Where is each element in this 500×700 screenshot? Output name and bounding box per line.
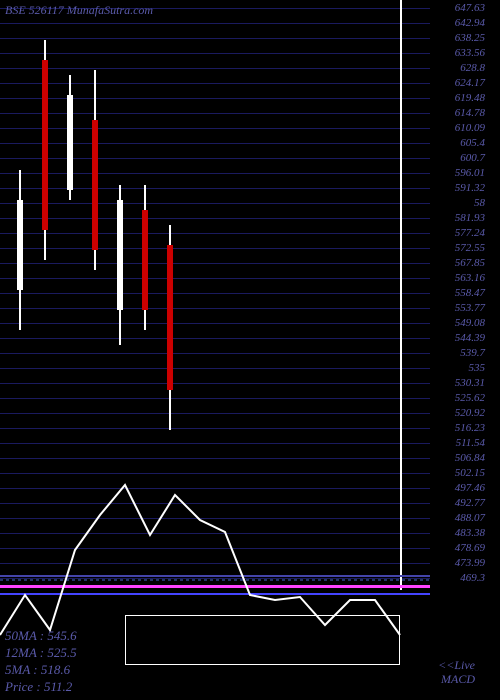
price-label: 596.01 bbox=[455, 167, 485, 179]
price-label: 539.7 bbox=[460, 347, 485, 359]
grid-line bbox=[0, 233, 430, 234]
price-label: 572.55 bbox=[455, 242, 485, 254]
grid-line bbox=[0, 428, 430, 429]
grid-line bbox=[0, 458, 430, 459]
grid-line bbox=[0, 353, 430, 354]
grid-line bbox=[0, 143, 430, 144]
grid-line bbox=[0, 263, 430, 264]
live-label: MACD bbox=[441, 672, 475, 687]
price-label: 633.56 bbox=[455, 47, 485, 59]
grid-line bbox=[0, 53, 430, 54]
price-label: 605.4 bbox=[460, 137, 485, 149]
price-label: 600.7 bbox=[460, 152, 485, 164]
chart-header: BSE 526117 MunafaSutra.com bbox=[5, 3, 153, 18]
price-label: 577.24 bbox=[455, 227, 485, 239]
live-label: <<Live bbox=[438, 658, 475, 673]
grid-line bbox=[0, 323, 430, 324]
grid-line bbox=[0, 113, 430, 114]
grid-line bbox=[0, 578, 430, 579]
info-text: Price : 511.2 bbox=[5, 679, 72, 695]
grid-line bbox=[0, 83, 430, 84]
price-label: 638.25 bbox=[455, 32, 485, 44]
grid-line bbox=[0, 443, 430, 444]
grid-line bbox=[0, 308, 430, 309]
price-label: 469.3 bbox=[460, 572, 485, 584]
indicator-overlay bbox=[0, 0, 500, 700]
grid-line bbox=[0, 563, 430, 564]
grid-line bbox=[0, 128, 430, 129]
info-text: 5MA : 518.6 bbox=[5, 662, 70, 678]
info-text: 50MA : 545.6 bbox=[5, 628, 77, 644]
grid-line bbox=[0, 338, 430, 339]
price-label: 614.78 bbox=[455, 107, 485, 119]
ma-line bbox=[0, 585, 430, 588]
ma-line bbox=[0, 593, 430, 595]
grid-line bbox=[0, 173, 430, 174]
current-time-line bbox=[400, 0, 402, 590]
price-label: 478.69 bbox=[455, 542, 485, 554]
grid-line bbox=[0, 383, 430, 384]
price-label: 558.47 bbox=[455, 287, 485, 299]
grid-line bbox=[0, 218, 430, 219]
price-label: 497.46 bbox=[455, 482, 485, 494]
chart-container: 647.63 642.94 638.25 633.56 628.8 624.17 619.4… bbox=[0, 0, 500, 700]
price-label: 530.31 bbox=[455, 377, 485, 389]
price-label: 506.84 bbox=[455, 452, 485, 464]
price-label: 544.39 bbox=[455, 332, 485, 344]
price-label: 525.62 bbox=[455, 392, 485, 404]
price-label: 624.17 bbox=[455, 77, 485, 89]
grid-line bbox=[0, 38, 430, 39]
grid-line bbox=[0, 158, 430, 159]
price-label: 511.54 bbox=[456, 437, 485, 449]
price-label: 563.16 bbox=[455, 272, 485, 284]
grid-line bbox=[0, 413, 430, 414]
grid-line bbox=[0, 488, 430, 489]
grid-line bbox=[0, 398, 430, 399]
grid-line bbox=[0, 533, 430, 534]
price-label: 549.08 bbox=[455, 317, 485, 329]
grid-line bbox=[0, 248, 430, 249]
price-label: 492.77 bbox=[455, 497, 485, 509]
price-label: 488.07 bbox=[455, 512, 485, 524]
grid-line bbox=[0, 188, 430, 189]
price-label: 553.77 bbox=[455, 302, 485, 314]
grid-line bbox=[0, 548, 430, 549]
grid-line bbox=[0, 293, 430, 294]
price-label: 516.23 bbox=[455, 422, 485, 434]
price-label: 473.99 bbox=[455, 557, 485, 569]
grid-line bbox=[0, 518, 430, 519]
indicator-box bbox=[125, 615, 400, 665]
grid-line bbox=[0, 278, 430, 279]
grid-line bbox=[0, 68, 430, 69]
grid-line bbox=[0, 203, 430, 204]
price-label: 628.8 bbox=[460, 62, 485, 74]
price-label: 58 bbox=[474, 197, 485, 209]
price-label: 591.32 bbox=[455, 182, 485, 194]
price-label: 502.15 bbox=[455, 467, 485, 479]
price-label: 581.93 bbox=[455, 212, 485, 224]
grid-line bbox=[0, 23, 430, 24]
grid-line bbox=[0, 98, 430, 99]
price-label: 520.92 bbox=[455, 407, 485, 419]
info-text: 12MA : 525.5 bbox=[5, 645, 77, 661]
price-label: 642.94 bbox=[455, 17, 485, 29]
grid-line bbox=[0, 368, 430, 369]
price-label: 567.85 bbox=[455, 257, 485, 269]
price-label: 610.09 bbox=[455, 122, 485, 134]
price-label: 535 bbox=[469, 362, 486, 374]
price-label: 647.63 bbox=[455, 2, 485, 14]
ma-line bbox=[0, 575, 430, 577]
grid-line bbox=[0, 503, 430, 504]
price-label: 619.48 bbox=[455, 92, 485, 104]
price-label: 483.38 bbox=[455, 527, 485, 539]
grid-line bbox=[0, 473, 430, 474]
